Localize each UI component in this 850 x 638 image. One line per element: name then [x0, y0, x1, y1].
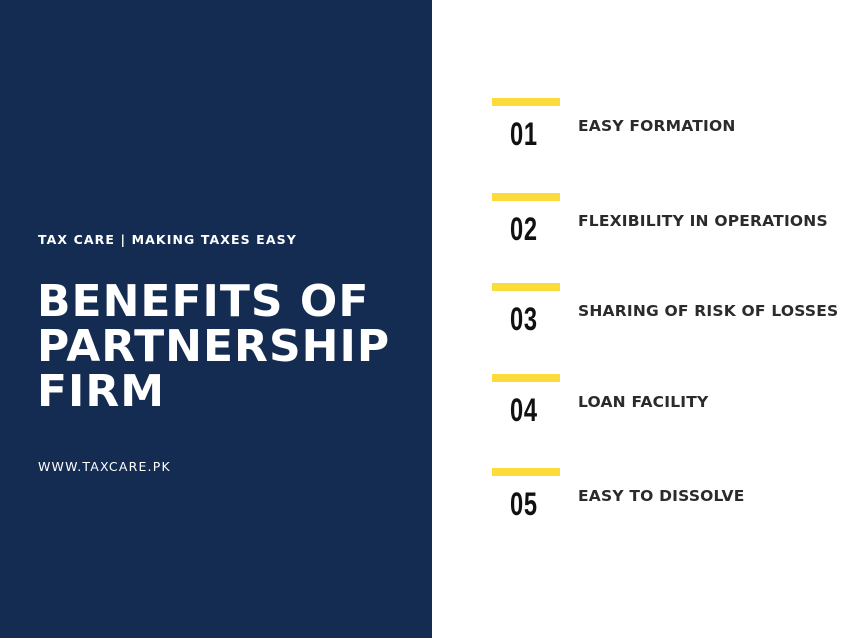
benefit-label: FLEXIBILITY IN OPERATIONS: [578, 212, 828, 230]
benefit-label: EASY TO DISSOLVE: [578, 487, 745, 505]
benefit-label: SHARING OF RISK OF LOSSES: [578, 302, 839, 320]
benefit-number: 05: [510, 486, 538, 522]
benefit-number: 04: [510, 392, 538, 428]
website-text: WWW.TAXCARE.PK: [38, 459, 171, 474]
benefit-label: LOAN FACILITY: [578, 393, 709, 411]
benefit-item-4: 04 LOAN FACILITY: [492, 374, 842, 444]
hero-panel: TAX CARE | MAKING TAXES EASY BENEFITS OF…: [0, 0, 432, 638]
benefit-item-5: 05 EASY TO DISSOLVE: [492, 468, 842, 538]
benefit-item-3: 03 SHARING OF RISK OF LOSSES: [492, 283, 842, 353]
accent-bar: [492, 468, 560, 476]
title-line-1: BENEFITS OF: [37, 276, 370, 327]
page-title: BENEFITS OF PARTNERSHIP FIRM: [37, 279, 390, 414]
accent-bar: [492, 374, 560, 382]
benefit-number: 01: [510, 116, 538, 152]
title-line-3: FIRM: [37, 366, 166, 417]
accent-bar: [492, 283, 560, 291]
title-line-2: PARTNERSHIP: [37, 321, 391, 372]
accent-bar: [492, 193, 560, 201]
benefit-number: 03: [510, 301, 538, 337]
benefit-item-2: 02 FLEXIBILITY IN OPERATIONS: [492, 193, 842, 263]
accent-bar: [492, 98, 560, 106]
benefit-item-1: 01 EASY FORMATION: [492, 98, 842, 168]
benefit-number: 02: [510, 211, 538, 247]
tagline: TAX CARE | MAKING TAXES EASY: [38, 232, 297, 247]
benefit-label: EASY FORMATION: [578, 117, 736, 135]
